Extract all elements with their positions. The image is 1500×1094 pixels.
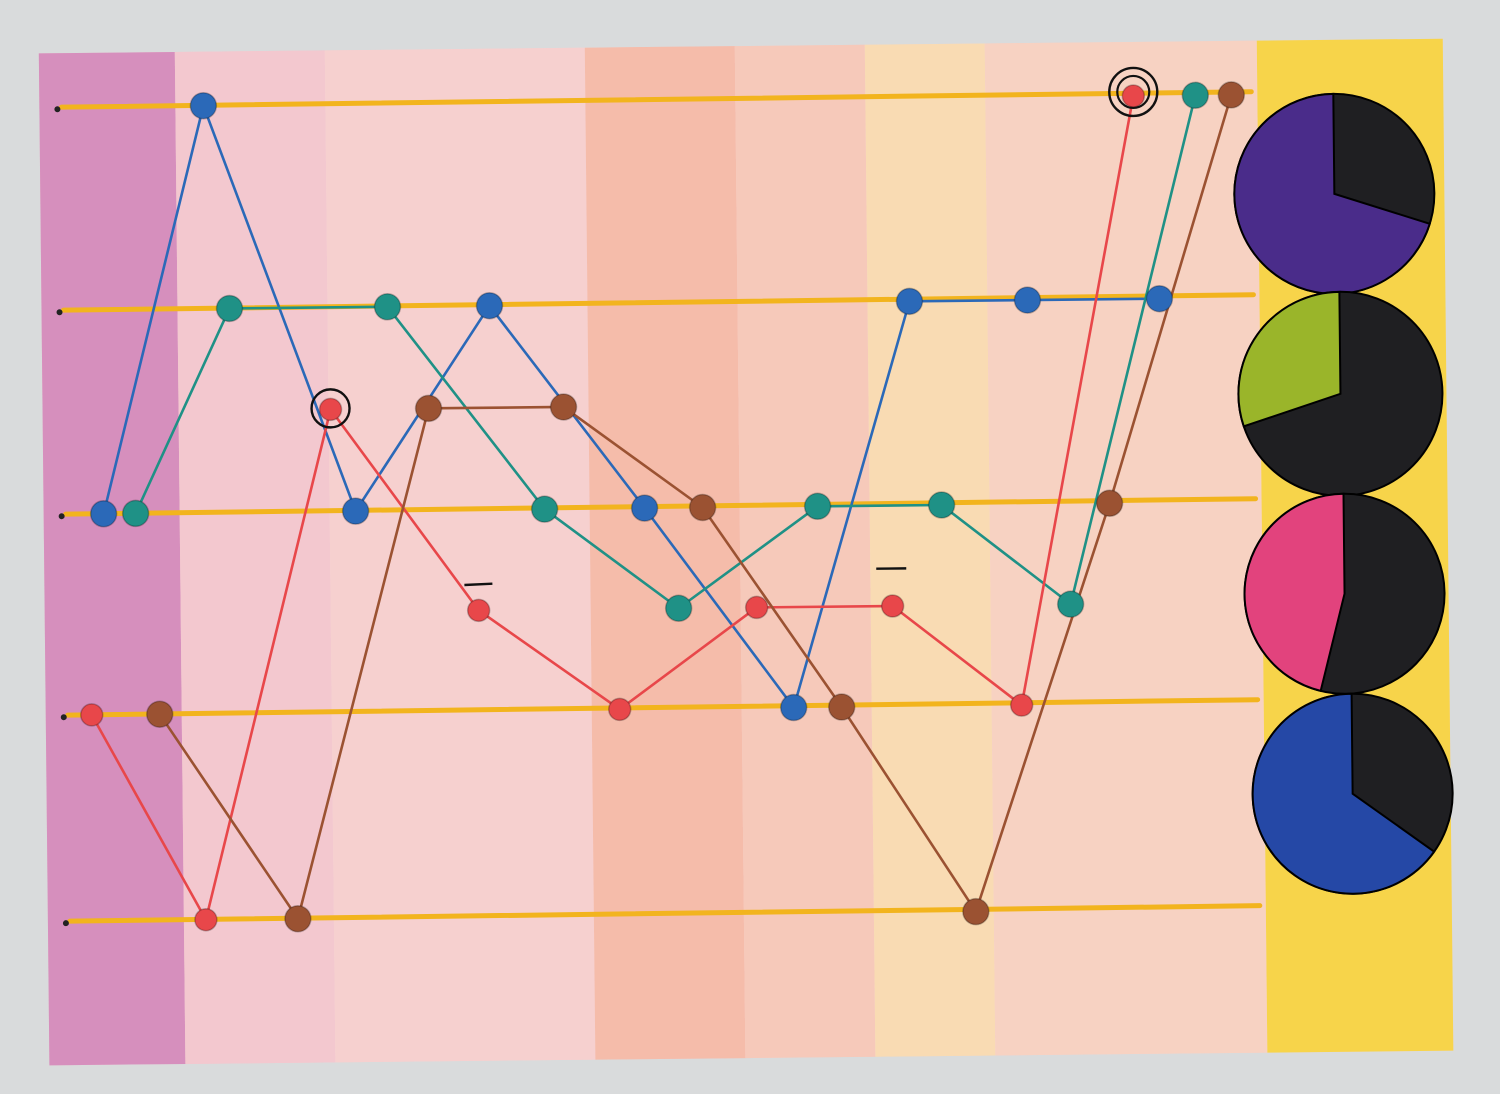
blue-point-8 xyxy=(1013,286,1042,314)
teal-point-1 xyxy=(121,499,150,528)
red-point-3 xyxy=(318,397,343,422)
red-point-7 xyxy=(880,594,905,618)
circle-annotation xyxy=(310,388,351,429)
guide-line-4 xyxy=(65,697,1261,718)
bar-mark-1 xyxy=(464,582,493,587)
brown-point-9 xyxy=(1217,81,1246,109)
pink-pie xyxy=(1243,492,1446,695)
brown-point-6 xyxy=(827,693,856,721)
green-pie xyxy=(1237,290,1444,497)
pink-pie-color-slice xyxy=(1243,492,1346,693)
guide-line-5 xyxy=(67,903,1263,924)
guide-tick-2 xyxy=(56,309,63,316)
guide-tick-3 xyxy=(58,513,65,520)
purple-pie xyxy=(1233,92,1436,295)
teal-point-4 xyxy=(530,495,559,523)
teal-point-7 xyxy=(927,491,956,519)
brown-point-8 xyxy=(1095,489,1124,517)
brown-point-1 xyxy=(145,700,174,728)
data-lines xyxy=(79,81,1246,933)
guide-tick-4 xyxy=(60,714,67,721)
double-circle-outer xyxy=(1108,66,1159,118)
blue-pie xyxy=(1251,692,1454,895)
blue-pie-color-slice xyxy=(1251,692,1436,895)
brown-point-4 xyxy=(549,393,578,421)
blue-point-5 xyxy=(630,494,659,522)
teal-point-8 xyxy=(1056,590,1085,618)
blue-point-3 xyxy=(341,497,370,525)
blue-point-6 xyxy=(779,693,808,722)
red-point-9 xyxy=(1121,84,1146,108)
blue-point-2 xyxy=(189,91,218,120)
teal-point-3 xyxy=(373,293,402,321)
red-point-2 xyxy=(194,907,218,932)
blue-point-9 xyxy=(1145,284,1174,313)
brown-point-3 xyxy=(414,394,443,423)
guide-line-1 xyxy=(58,89,1254,110)
red-point-6 xyxy=(744,595,769,620)
blue-point-1 xyxy=(89,500,118,528)
teal-point-6 xyxy=(803,492,832,521)
red-point-4 xyxy=(466,598,491,623)
green-pie-color-slice xyxy=(1237,290,1342,428)
teal-point-2 xyxy=(215,294,244,323)
brown-point-5 xyxy=(688,493,717,522)
annotation-marks xyxy=(310,66,1159,587)
red-point-5 xyxy=(607,697,632,722)
teal-point-5 xyxy=(664,594,693,623)
guide-tick-1 xyxy=(54,106,61,113)
guide-lines xyxy=(54,89,1263,927)
brown-point-7 xyxy=(962,897,990,926)
double-circle-inner xyxy=(1116,74,1151,110)
red-point-8 xyxy=(1009,693,1034,717)
blue-point-4 xyxy=(475,291,504,320)
teal-point-9 xyxy=(1181,81,1210,110)
pie-column xyxy=(1233,92,1454,895)
purple-pie-color-slice xyxy=(1233,92,1432,295)
blue-point-7 xyxy=(895,287,924,316)
guide-line-3 xyxy=(63,496,1259,517)
brown-point-2 xyxy=(284,905,312,933)
guide-tick-5 xyxy=(62,920,69,927)
paper-card xyxy=(38,38,1454,1066)
red-point-1 xyxy=(79,703,104,727)
